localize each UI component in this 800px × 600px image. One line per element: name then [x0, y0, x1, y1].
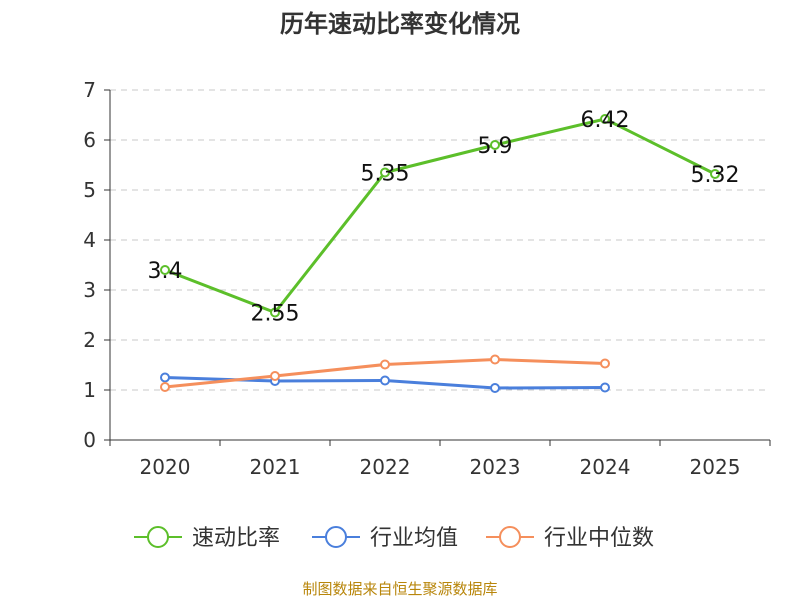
- x-tick-label: 2024: [580, 455, 631, 479]
- data-label: 5.9: [478, 134, 513, 159]
- grid-lines: [110, 89, 770, 391]
- chart-title: 历年速动比率变化情况: [280, 10, 520, 38]
- data-point: [270, 371, 280, 381]
- legend-label: 行业中位数: [544, 526, 654, 551]
- data-point: [490, 354, 500, 365]
- y-tick-label: 3: [83, 278, 96, 302]
- data-point: [380, 359, 390, 370]
- data-point: [490, 140, 500, 150]
- data-label: 6.42: [581, 108, 630, 133]
- y-tick-label: 6: [83, 128, 96, 152]
- y-tick-label: 1: [83, 378, 96, 402]
- data-label: 5.35: [361, 162, 410, 187]
- legend-marker-icon: [499, 526, 521, 548]
- data-point: [160, 372, 170, 383]
- series-line-1: [164, 117, 716, 314]
- data-point: [600, 358, 610, 369]
- y-tick-label: 0: [83, 428, 96, 452]
- x-tick-label: 2025: [690, 455, 741, 479]
- legend-marker-icon: [147, 526, 169, 548]
- data-point: [490, 383, 500, 393]
- data-point: [160, 382, 170, 392]
- data-label: 3.4: [148, 259, 183, 284]
- data-point: [160, 265, 170, 275]
- data-point: [600, 382, 610, 393]
- axes: 0 1 2 3 4 5 6 7 2020 2021 2022 2023 2024 2025: [83, 78, 771, 479]
- data-label: 5.32: [691, 163, 740, 188]
- y-tick-label: 2: [83, 328, 96, 352]
- x-tick-label: 2023: [470, 455, 521, 479]
- legend[interactable]: 速动比率 行业均值 行业中位数: [134, 526, 654, 551]
- data-label: 2.55: [251, 302, 300, 327]
- source-footer: 制图数据来自恒生聚源数据库: [302, 580, 498, 598]
- legend-label: 行业均值: [370, 526, 458, 551]
- x-tick-label: 2021: [250, 455, 301, 479]
- data-point: [710, 169, 720, 179]
- y-tick-label: 7: [83, 78, 96, 102]
- data-point: [380, 375, 390, 386]
- x-tick-label: 2022: [360, 455, 411, 479]
- legend-item-1[interactable]: 速动比率: [134, 526, 280, 551]
- data-point: [600, 114, 610, 124]
- legend-label: 速动比率: [192, 526, 280, 551]
- data-point: [380, 167, 390, 178]
- y-tick-label: 5: [83, 178, 96, 202]
- legend-item-2[interactable]: 行业均值: [312, 526, 458, 551]
- x-tick-label: 2020: [140, 455, 191, 479]
- y-tick-label: 4: [83, 228, 96, 252]
- data-point: [270, 307, 280, 318]
- legend-item-3[interactable]: 行业中位数: [486, 526, 654, 551]
- legend-marker-icon: [325, 526, 347, 548]
- series-layer: 3.4 2.55 5.35 5.9 6.42 5.32: [148, 108, 740, 393]
